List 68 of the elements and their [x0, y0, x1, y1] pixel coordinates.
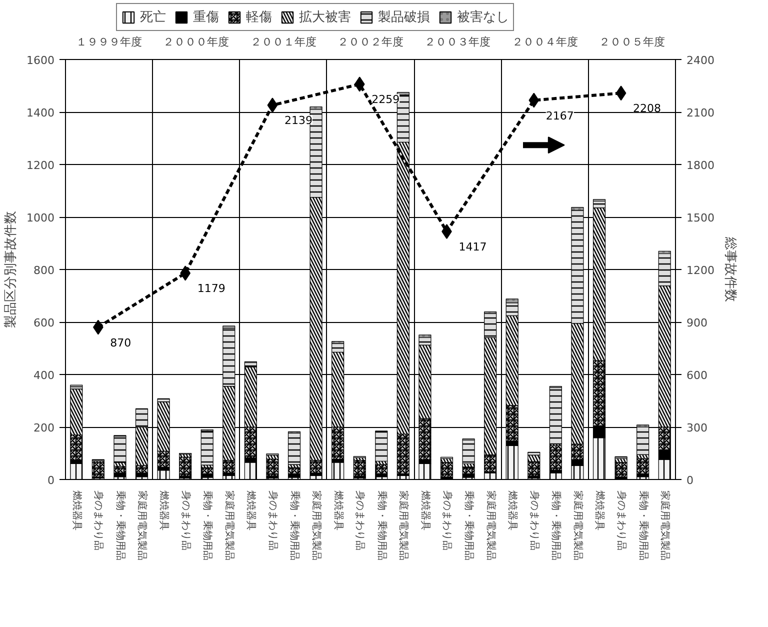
- x-tick-label: 燃焼器具: [594, 490, 606, 530]
- x-tick-label: 家庭用電気製品: [310, 490, 323, 560]
- y-tick-label: 600: [34, 316, 55, 330]
- legend-label: 製品破損: [378, 9, 430, 26]
- y-tick-label: 1000: [26, 212, 55, 224]
- y2-axis-title: 総事故件数: [722, 236, 738, 302]
- x-tick-label: 身のまわり品: [441, 490, 454, 550]
- x-tick-label: 身のまわり品: [180, 490, 192, 550]
- x-tick-label: 乗物・乗物用品: [202, 490, 214, 560]
- y2-tick-label: 1500: [686, 212, 714, 224]
- data-label: 2208: [633, 102, 662, 116]
- x2-tick-label: １９９９年度: [76, 36, 142, 48]
- legend-label: 死亡: [140, 9, 166, 26]
- y2-tick-label: 300: [686, 422, 708, 434]
- x-tick-label: 家庭用電気製品: [398, 490, 410, 560]
- y-axis-title: 製品区分別事故件数: [4, 211, 19, 328]
- x-tick-label: 身のまわり品: [266, 490, 279, 550]
- x-tick-label: 乗物・乗物用品: [376, 490, 388, 560]
- data-label: 870: [110, 336, 132, 350]
- y2-tick-label: 900: [686, 316, 708, 330]
- x-tick-label: 家庭用電気製品: [484, 490, 497, 560]
- y2-tick-label: 1800: [686, 159, 714, 172]
- x2-tick-label: ２００４年度: [512, 36, 578, 48]
- x-tick-label: 乗物・乗物用品: [114, 490, 126, 560]
- x-tick-label: 燃焼器具: [332, 490, 344, 530]
- x-tick-label: 身のまわり品: [528, 490, 540, 550]
- y2-tick-label: 2400: [686, 54, 714, 67]
- y-tick-label: 1600: [26, 54, 55, 67]
- y-tick-label: 200: [34, 422, 55, 434]
- x2-tick-label: ２００３年度: [424, 36, 491, 48]
- legend-label: 拡大被害: [298, 9, 351, 26]
- y-tick-label: 1200: [26, 159, 55, 172]
- y-tick-label: 1400: [26, 106, 55, 120]
- legend-label: 被害なし: [456, 9, 509, 26]
- legend-label: 重傷: [192, 9, 219, 26]
- x-tick-label: 燃焼器具: [419, 490, 432, 530]
- data-label: 2139: [284, 114, 312, 128]
- x-tick-label: 燃焼器具: [245, 490, 258, 530]
- y2-tick-label: 600: [686, 369, 708, 382]
- x-tick-label: 家庭用電気製品: [572, 490, 584, 560]
- data-label: 2167: [546, 109, 574, 122]
- x-tick-label: 乗物・乗物用品: [550, 490, 562, 560]
- x-tick-label: 燃焼器具: [506, 490, 519, 530]
- x-tick-label: 身のまわり品: [616, 490, 628, 550]
- x-tick-label: 燃焼器具: [70, 490, 83, 530]
- x-tick-label: 燃焼器具: [158, 490, 170, 530]
- x-tick-label: 乗物・乗物用品: [288, 490, 301, 560]
- y-tick-label: 0: [48, 474, 54, 487]
- x2-tick-label: ２００５年度: [598, 36, 665, 48]
- y2-tick-label: 0: [686, 474, 694, 487]
- x-tick-label: 家庭用電気製品: [223, 490, 236, 560]
- x2-tick-label: ２００２年度: [338, 36, 404, 48]
- x2-tick-label: ２００１年度: [250, 36, 316, 48]
- x-tick-label: 家庭用電気製品: [136, 490, 148, 560]
- data-label: 1179: [197, 282, 226, 296]
- y2-tick-label: 1200: [686, 264, 714, 277]
- x-tick-label: 乗物・乗物用品: [463, 490, 476, 560]
- data-label: 1417: [458, 240, 487, 254]
- x-tick-label: 乗物・乗物用品: [637, 490, 650, 560]
- y-tick-label: 400: [34, 369, 55, 382]
- y2-tick-label: 2100: [686, 106, 714, 120]
- x2-tick-label: ２０００年度: [163, 36, 230, 48]
- y-tick-label: 800: [34, 264, 55, 277]
- data-label: 2259: [372, 93, 400, 106]
- x-tick-label: 身のまわり品: [354, 490, 366, 550]
- x-tick-label: 身のまわり品: [92, 490, 105, 550]
- x-tick-label: 家庭用電気製品: [659, 490, 672, 560]
- legend-label: 軽傷: [246, 9, 272, 26]
